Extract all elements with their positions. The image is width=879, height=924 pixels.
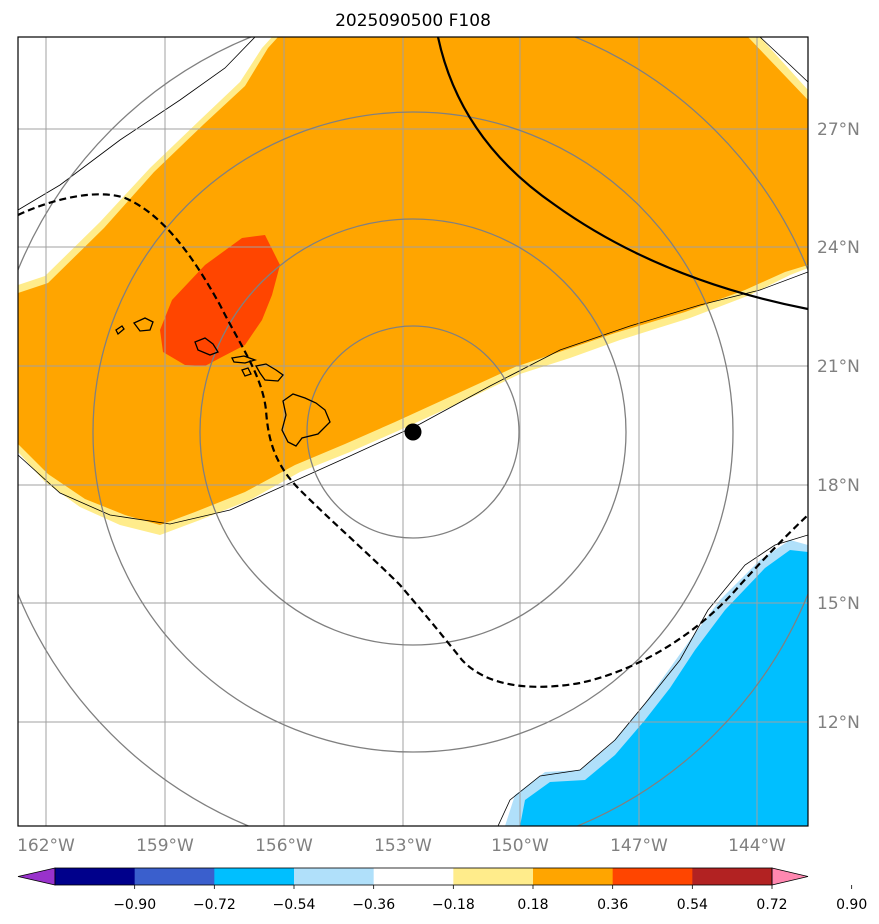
colorbar-segment — [373, 868, 454, 885]
colorbar-tick-label: 0.54 — [677, 897, 708, 913]
map-plot-area — [18, 37, 808, 826]
island-lanai — [241, 367, 252, 377]
strong-anomaly-patch — [160, 235, 280, 366]
lat-label: 15°N — [817, 594, 860, 614]
thin-contour — [18, 37, 256, 211]
lon-labels: 162°W 159°W 156°W 153°W 150°W 147°W 144°… — [17, 836, 786, 856]
range-ring — [92, 111, 734, 753]
island-oahu — [194, 337, 219, 356]
storm-center-marker — [404, 423, 422, 441]
thin-contour — [759, 37, 808, 83]
lat-label: 24°N — [817, 238, 860, 258]
solid-contour-line — [436, 37, 808, 311]
colorbar-segment — [134, 868, 215, 885]
colorbar-segment — [453, 868, 534, 885]
colorbar-segment — [612, 868, 693, 885]
island-kauai — [132, 317, 154, 332]
gridlines — [18, 37, 808, 826]
colorbar: −0.90 −0.72 −0.54 −0.36 −0.18 0.18 0.36 0.54 0.7… — [17, 867, 867, 913]
lon-label: 147°W — [610, 836, 668, 856]
dashed-contour-line — [18, 193, 808, 688]
colorbar-tick-label: 0.90 — [836, 897, 867, 913]
colorbar-tick-label: −0.18 — [432, 897, 475, 913]
island-niihau — [115, 325, 125, 336]
lat-label: 18°N — [817, 476, 860, 496]
island-molokai — [231, 355, 258, 364]
colorbar-tick-label: 0.72 — [756, 897, 787, 913]
range-rings — [18, 37, 808, 826]
lat-labels: 27°N 24°N 21°N 18°N 15°N 12°N — [817, 120, 860, 733]
colorbar-tick-label: 0.36 — [597, 897, 628, 913]
range-ring — [306, 325, 520, 539]
colorbar-extend-high — [771, 867, 809, 886]
lon-label: 144°W — [728, 836, 786, 856]
lat-label: 12°N — [817, 713, 860, 733]
range-ring — [199, 218, 627, 646]
colorbar-segment — [533, 868, 614, 885]
lon-label: 156°W — [255, 836, 313, 856]
lon-label: 150°W — [491, 836, 549, 856]
colorbar-frame — [54, 867, 773, 886]
lon-label: 153°W — [374, 836, 432, 856]
negative-anomaly-region — [520, 550, 808, 826]
thin-contour — [18, 271, 808, 525]
lon-label: 159°W — [136, 836, 194, 856]
positive-anomaly-region — [18, 37, 808, 525]
lon-label: 162°W — [17, 836, 75, 856]
colorbar-segment — [294, 868, 375, 885]
colorbar-tick-label: −0.72 — [193, 897, 236, 913]
thin-contour — [497, 534, 808, 826]
colorbar-segment — [692, 868, 773, 885]
colorbar-extend-low — [17, 867, 56, 886]
colorbar-tick-label: −0.54 — [273, 897, 316, 913]
hawaiian-islands — [115, 317, 331, 447]
island-maui — [254, 363, 284, 382]
island-big-island — [281, 393, 331, 447]
lat-label: 27°N — [817, 120, 860, 140]
figure-title: 2025090500 F108 — [335, 11, 491, 31]
colorbar-segment — [214, 868, 295, 885]
colorbar-tick-label: 0.18 — [517, 897, 548, 913]
map-frame — [17, 36, 809, 827]
colorbar-tick-label: −0.36 — [352, 897, 395, 913]
colorbar-segment — [55, 868, 136, 885]
colorbar-tick-label: −0.90 — [113, 897, 156, 913]
lat-label: 21°N — [817, 357, 860, 377]
